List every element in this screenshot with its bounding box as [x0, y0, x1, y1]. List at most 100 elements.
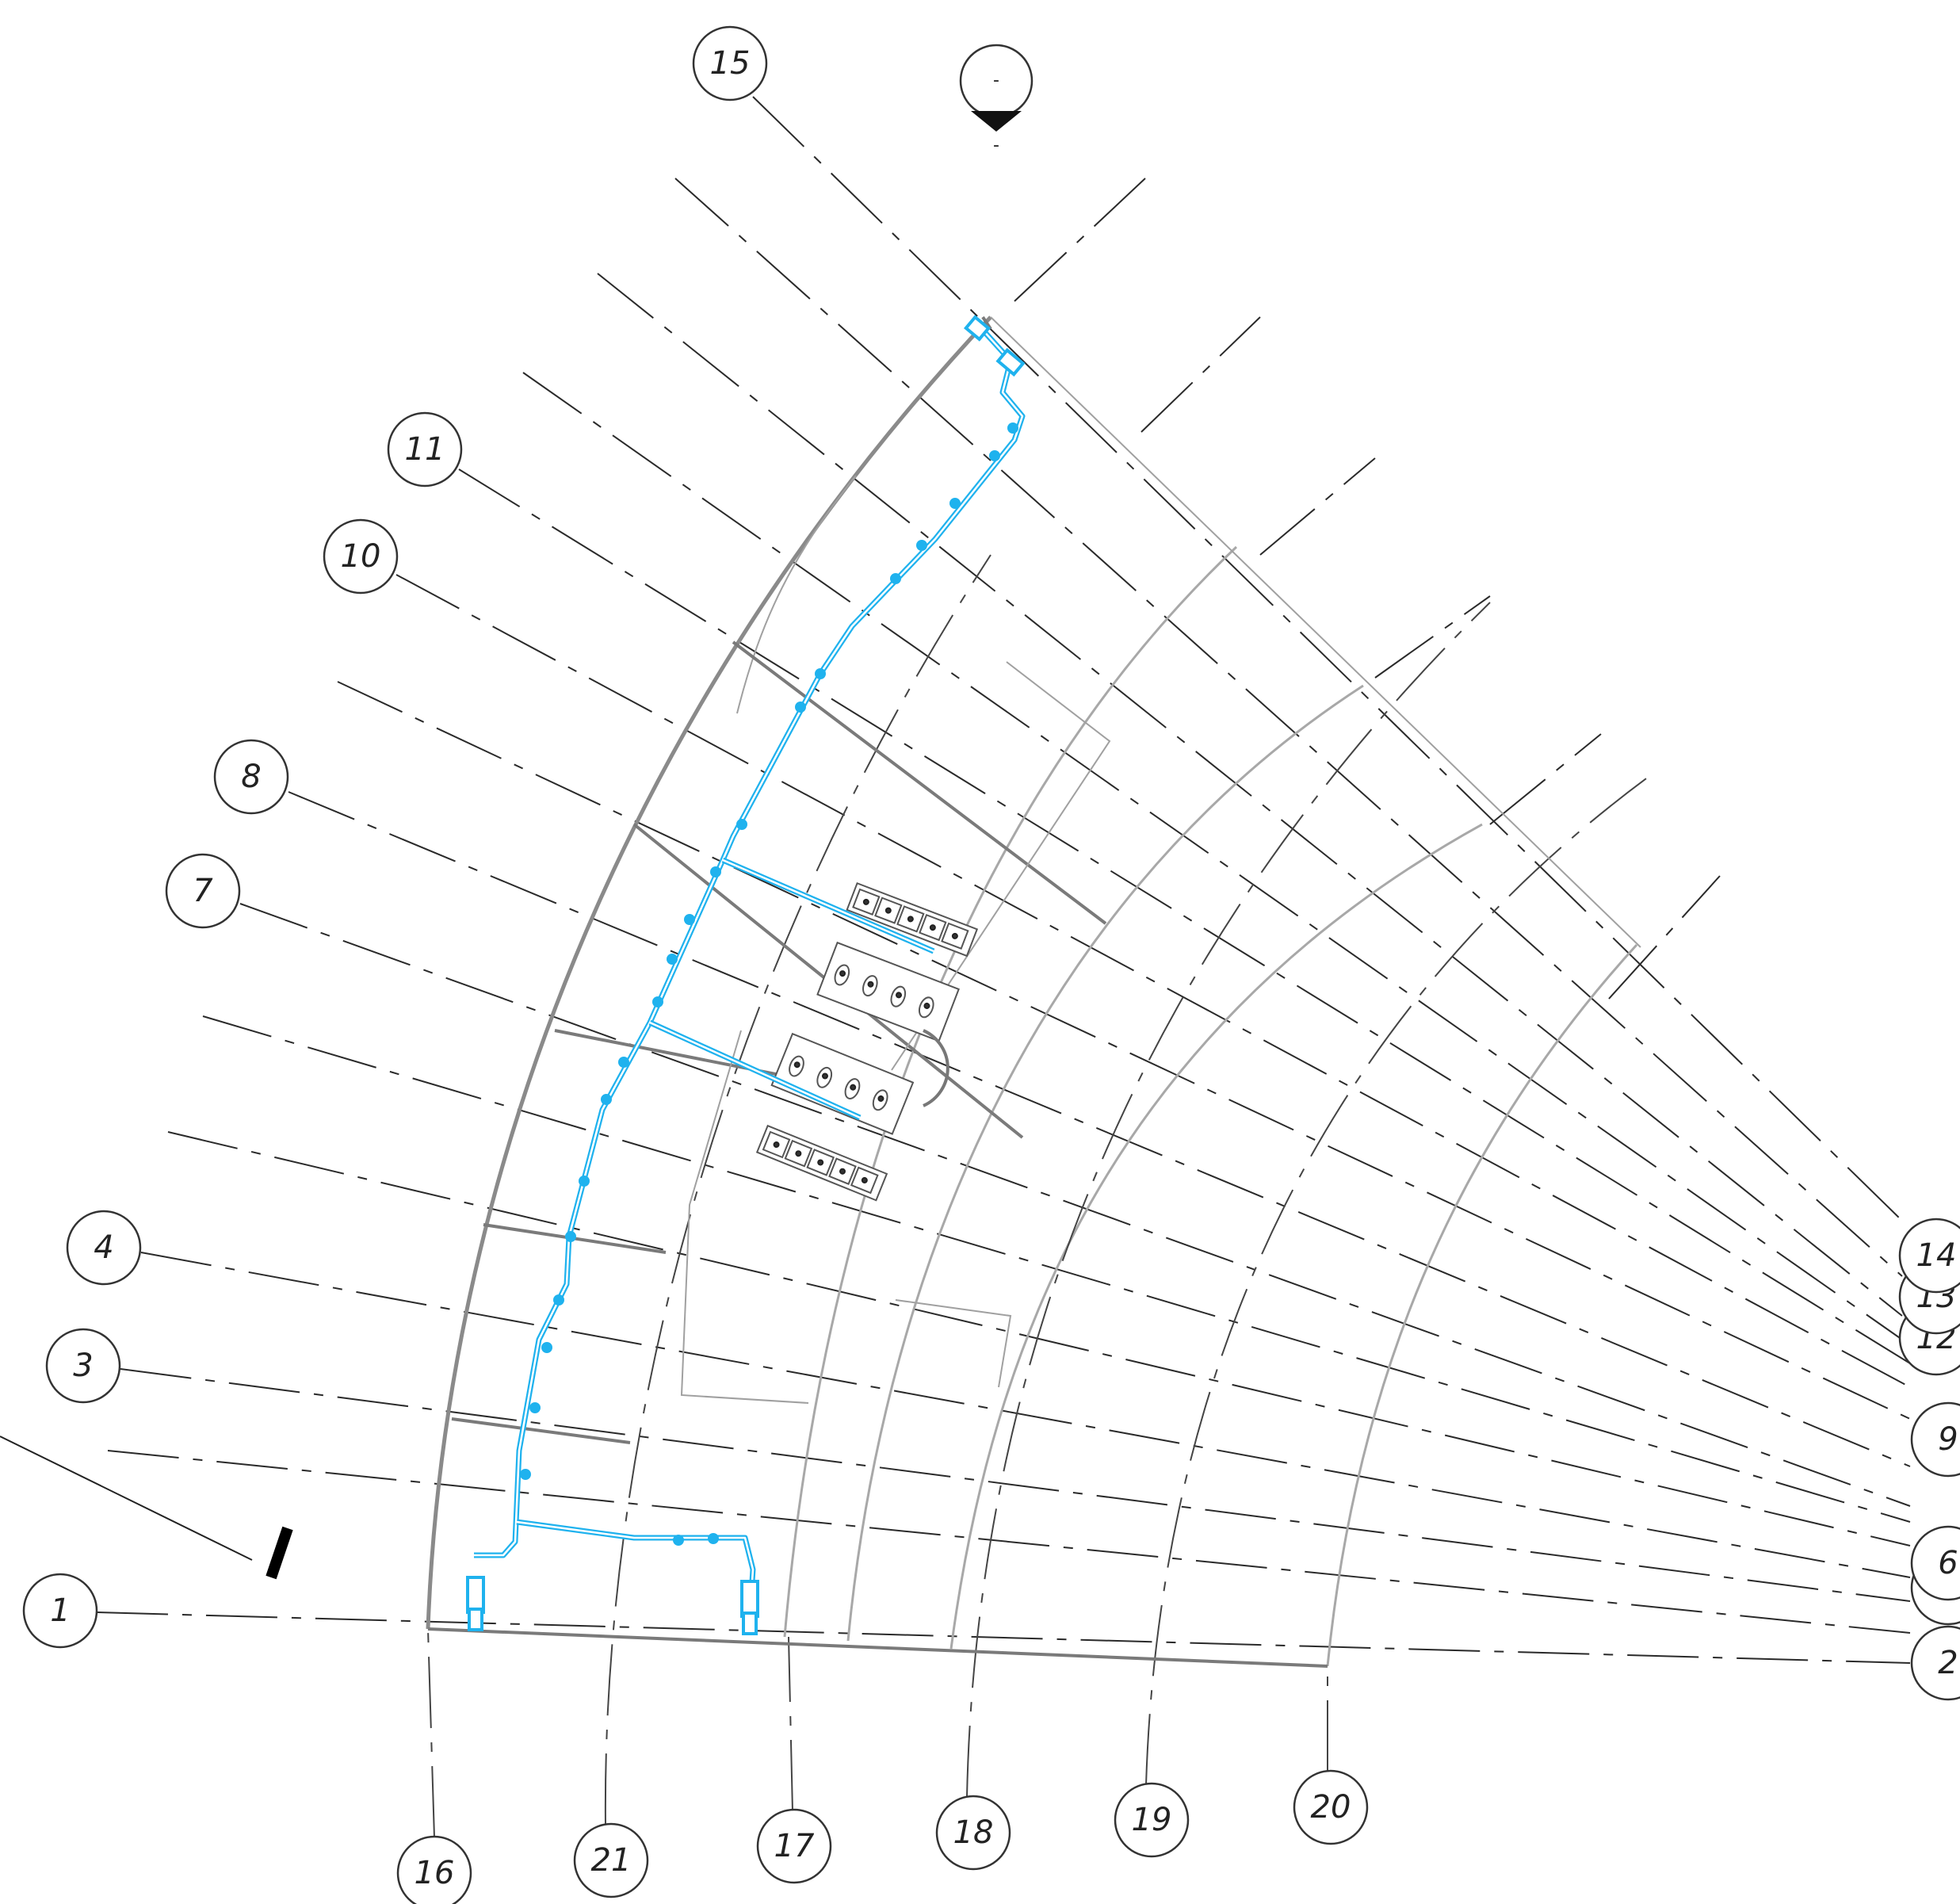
plumbing-pipe-route: [466, 315, 1026, 1635]
pipe-valve-icon: [890, 573, 901, 584]
grid-bubble-3[interactable]: 3: [45, 1328, 121, 1404]
toilet-seat-icon: [923, 1002, 930, 1009]
grid-line-16: [427, 1628, 435, 1838]
grid-bubble-2[interactable]: 2: [1910, 1625, 1960, 1701]
pipe-valve-icon: [795, 702, 806, 713]
grid-bubble-8-label: 8: [241, 759, 261, 795]
grid-bubble-1-label: 1: [50, 1592, 70, 1629]
pipe-valve-icon: [541, 1342, 552, 1353]
radial-grid-line: [674, 178, 1903, 1277]
pump-right-icon: [740, 1580, 759, 1618]
sink-row-upper: [846, 881, 979, 958]
pump-left-base-icon: [468, 1608, 483, 1631]
grid-bubble-16[interactable]: 16: [396, 1835, 472, 1904]
grid-bubble-7-label: 7: [193, 873, 213, 909]
sink-drain-icon: [907, 916, 914, 923]
toilet-seat-icon: [867, 981, 874, 988]
curved-wall: [923, 1029, 949, 1107]
sink-drain-icon: [951, 932, 958, 939]
pump-right-base-icon: [742, 1612, 758, 1635]
interior-arc-2: [846, 684, 1364, 1642]
diagonal-grid-line: [1140, 316, 1261, 433]
grid-bubble-7[interactable]: 7: [165, 853, 241, 929]
outer-arc-4: [1326, 943, 1638, 1667]
grid-bubble-17[interactable]: 17: [756, 1808, 832, 1884]
grid-bubble-2-label: 2: [1938, 1645, 1958, 1681]
grid-bubble-8[interactable]: 8: [213, 739, 289, 815]
radial-grid-line: [140, 1252, 1911, 1578]
pump-left-icon: [466, 1576, 485, 1614]
stall-frame: [770, 1032, 915, 1135]
grid-bubble-19[interactable]: 19: [1114, 1782, 1190, 1858]
toilet-seat-icon: [877, 1095, 884, 1102]
pipe-segment-core: [722, 858, 934, 953]
grid-bubble-9[interactable]: 9: [1910, 1401, 1960, 1478]
pipe-valve-icon: [684, 914, 695, 925]
pipe-valve-icon: [949, 498, 961, 509]
grid-bubble-10[interactable]: 10: [323, 518, 399, 595]
toilet-seat-icon: [821, 1072, 828, 1080]
grid-bubble-15[interactable]: 15: [692, 25, 768, 101]
grid-bubble-17-label: 17: [774, 1828, 815, 1864]
radial-grid-line: [522, 372, 1903, 1340]
toilet-stalls-lower: [770, 1032, 915, 1135]
section-marker-top-label: -: [993, 71, 999, 90]
grid-bubble-6[interactable]: 6: [1910, 1525, 1960, 1601]
grid-bubble-18-label: 18: [953, 1814, 994, 1851]
toilet-stalls-upper: [816, 941, 960, 1042]
grid-line-19: [1145, 776, 1649, 1786]
pipe-valve-icon: [618, 1057, 629, 1068]
grid-bubble-11[interactable]: 11: [387, 411, 463, 487]
radial-grid-line: [395, 574, 1911, 1388]
radial-grid-line: [597, 273, 1903, 1317]
bottom-wall: [427, 1627, 1328, 1668]
grid-bubble-6-label: 6: [1938, 1545, 1958, 1581]
cross-wall-1: [732, 640, 1107, 925]
grid-bubble-3-label: 3: [73, 1348, 93, 1384]
diagonal-grid-line: [1374, 595, 1491, 679]
pipe-valve-icon: [815, 668, 826, 679]
sink-drain-icon: [839, 1168, 846, 1175]
section-cut-marker: [0, 1436, 293, 1580]
pipe-valve-icon: [529, 1402, 541, 1413]
sink-drain-icon: [929, 924, 936, 931]
upper-right-wall: [990, 316, 1641, 948]
pipe-segment-core: [649, 1021, 861, 1119]
grid-bubble-4[interactable]: 4: [66, 1210, 142, 1286]
restroom-fixtures: [755, 881, 979, 1202]
pipe-valve-icon: [579, 1176, 590, 1187]
sink-row-lower: [755, 1124, 888, 1202]
pipe-valve-icon: [708, 1533, 719, 1544]
grid-bubble-14[interactable]: 14: [1898, 1218, 1960, 1294]
grid-bubble-11-label: 11: [405, 431, 445, 468]
pipe-valve-icon: [520, 1469, 531, 1480]
pipe-valve-icon: [673, 1535, 684, 1546]
radial-grid-line: [107, 1450, 1911, 1634]
grid-bubble-19-label: 19: [1132, 1802, 1172, 1838]
grid-line-21: [604, 554, 991, 1826]
room-outline: [895, 1299, 1012, 1388]
radial-grid-line: [239, 903, 1911, 1507]
pipe-valve-icon: [667, 954, 678, 965]
sink-drain-icon: [817, 1159, 824, 1166]
pipe-valve-icon: [710, 866, 721, 877]
radial-grid-line: [288, 791, 1911, 1467]
section-marker[interactable]: - -: [959, 44, 1033, 155]
radial-grid-line: [167, 1131, 1911, 1547]
diagonal-grid-line: [1608, 875, 1721, 1000]
grid-bubble-18[interactable]: 18: [935, 1795, 1011, 1871]
radial-grid-line: [458, 468, 1911, 1364]
sink-drain-icon: [861, 1176, 868, 1183]
arc-grid-lines: [426, 315, 1649, 1838]
radial-grid-line: [752, 96, 1903, 1222]
sink-drain-icon: [773, 1141, 780, 1148]
grid-bubble-20-label: 20: [1311, 1789, 1351, 1826]
grid-bubble-20[interactable]: 20: [1293, 1769, 1369, 1845]
section-marker-bottom-label: -: [993, 136, 999, 155]
pump-top-2-icon: [995, 347, 1026, 377]
north-corner: [981, 315, 992, 331]
pipe-valve-icon: [916, 540, 927, 551]
grid-bubble-21[interactable]: 21: [573, 1822, 649, 1898]
grid-bubble-1[interactable]: 1: [22, 1573, 98, 1649]
